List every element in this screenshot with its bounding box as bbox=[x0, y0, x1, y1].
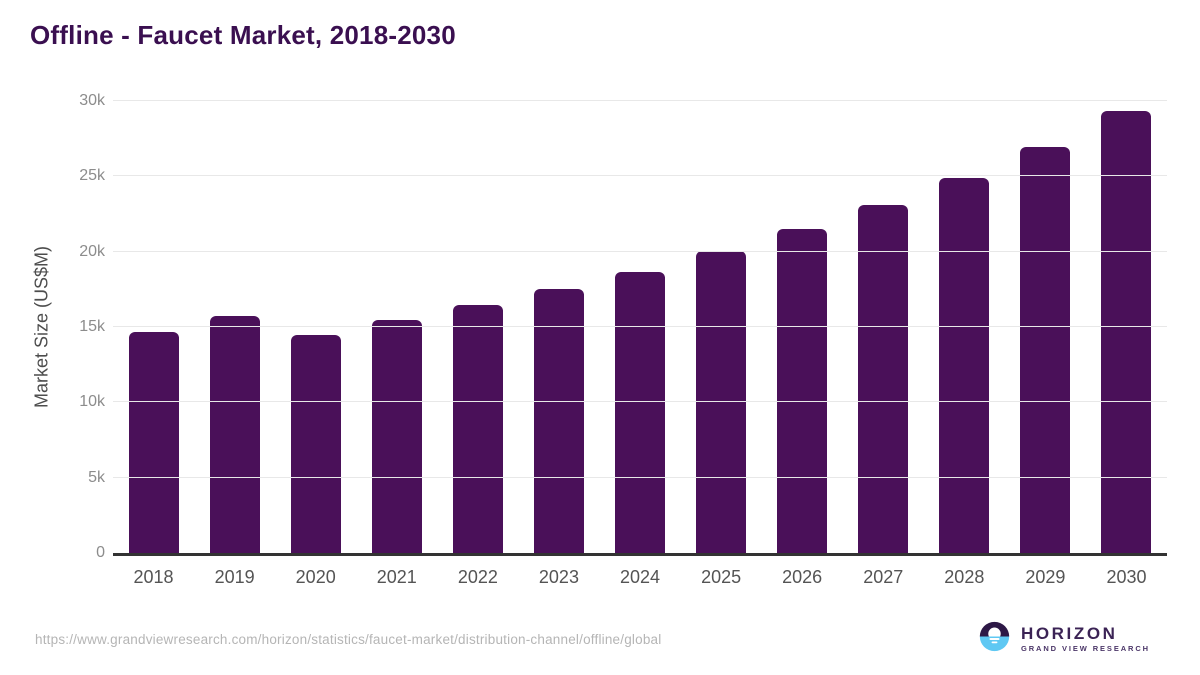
x-tick-label-2019: 2019 bbox=[214, 567, 255, 587]
gridline-15k bbox=[113, 326, 1167, 327]
bar-slot-2028 bbox=[924, 101, 1005, 553]
y-tick-label-30k: 30k bbox=[79, 92, 105, 109]
bar-2018[interactable] bbox=[128, 331, 179, 553]
bar-slot-2027 bbox=[843, 101, 924, 553]
bar-2022[interactable] bbox=[452, 305, 503, 553]
x-tick-label-2018: 2018 bbox=[133, 567, 174, 587]
y-tick-label-15k: 15k bbox=[79, 318, 105, 335]
x-tick-label-2026: 2026 bbox=[782, 567, 823, 587]
bar-2030[interactable] bbox=[1101, 110, 1152, 553]
y-tick-label-20k: 20k bbox=[79, 242, 105, 260]
y-tick-label-0: 0 bbox=[96, 544, 105, 561]
y-tick-label-25k: 25k bbox=[79, 167, 105, 185]
x-tick-label-2020: 2020 bbox=[295, 567, 336, 587]
bar-2020[interactable] bbox=[290, 334, 341, 553]
bar-2029[interactable] bbox=[1020, 146, 1071, 553]
bar-2021[interactable] bbox=[371, 320, 422, 553]
bar-slot-2021 bbox=[356, 101, 437, 553]
x-tick-label-2023: 2023 bbox=[538, 567, 579, 587]
gridline-20k bbox=[113, 250, 1167, 252]
chart-title: Offline - Faucet Market, 2018-2030 bbox=[30, 20, 456, 50]
bar-2026[interactable] bbox=[777, 229, 828, 553]
bar-slot-2022 bbox=[437, 101, 518, 553]
x-tick-label-2027: 2027 bbox=[863, 567, 904, 587]
bar-slot-2020 bbox=[275, 101, 356, 553]
x-tick-label-2030: 2030 bbox=[1106, 567, 1147, 587]
bar-2024[interactable] bbox=[615, 272, 665, 553]
y-tick-label-5k: 5k bbox=[88, 468, 105, 486]
bar-slot-2025 bbox=[681, 101, 762, 553]
bar-slot-2018 bbox=[113, 101, 194, 553]
gridline-25k bbox=[113, 175, 1167, 177]
bar-slot-2029 bbox=[1005, 101, 1086, 553]
bar-slot-2023 bbox=[518, 101, 599, 553]
x-tick-label-2029: 2029 bbox=[1025, 567, 1066, 587]
plot-area: 0 5k 10k 15k 20k 25k 30k bbox=[79, 92, 1167, 561]
x-tick-label-2022: 2022 bbox=[457, 567, 498, 587]
x-tick-label-2024: 2024 bbox=[619, 567, 661, 587]
bar-2027[interactable] bbox=[858, 204, 909, 553]
y-tick-label-10k: 10k bbox=[79, 393, 105, 411]
bar-slot-2024 bbox=[599, 101, 680, 553]
bar-2023[interactable] bbox=[533, 289, 584, 553]
x-axis-labels: 2018 2019 2020 2021 2022 2023 2024 2025 2026 2027… bbox=[113, 567, 1167, 588]
brand-subtitle: GRAND VIEW RESEARCH bbox=[1020, 644, 1150, 654]
gridline-10k bbox=[113, 401, 1167, 403]
x-tick-label-2021: 2021 bbox=[376, 567, 417, 587]
x-tick-label-2028: 2028 bbox=[944, 567, 985, 587]
bar-slot-2026 bbox=[762, 101, 843, 553]
brand-logo-text: HORIZON GRAND VIEW RESEARCH bbox=[1020, 623, 1150, 654]
x-tick-label-2025: 2025 bbox=[701, 567, 742, 587]
source-url: https://www.grandviewresearch.com/horizo… bbox=[35, 632, 662, 647]
horizon-sun-over-water-icon bbox=[978, 620, 1011, 658]
bar-2028[interactable] bbox=[939, 177, 990, 553]
bar-2019[interactable] bbox=[209, 315, 260, 553]
y-axis-title: Market Size (US$M) bbox=[31, 245, 52, 409]
bar-slot-2019 bbox=[194, 101, 275, 553]
bar-slot-2030 bbox=[1086, 101, 1167, 553]
gridline-5k bbox=[113, 476, 1167, 478]
bars-row bbox=[113, 101, 1167, 553]
gridline-30k bbox=[113, 100, 1167, 101]
brand-name: HORIZON bbox=[1020, 623, 1118, 643]
brand-logo: HORIZON GRAND VIEW RESEARCH bbox=[978, 620, 1150, 658]
